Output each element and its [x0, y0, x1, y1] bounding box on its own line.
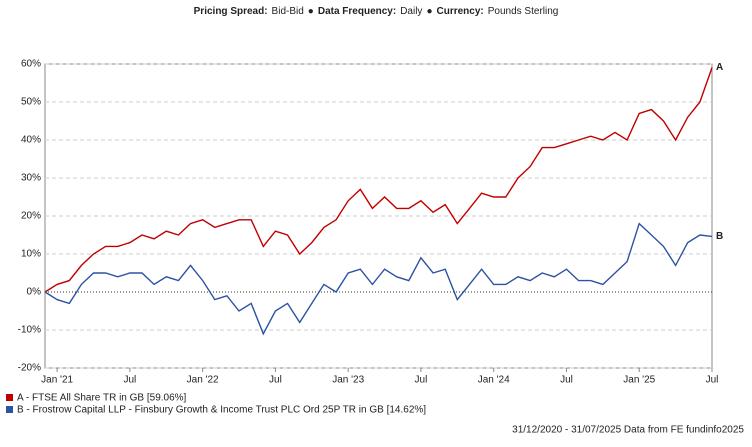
- y-tick-label: 10%: [21, 249, 41, 260]
- header-value: Bid-Bid: [272, 6, 304, 17]
- header-key: Pricing Spread:: [194, 6, 268, 17]
- y-tick-label: 50%: [21, 97, 41, 108]
- y-tick-label: 40%: [21, 135, 41, 146]
- header-key: Currency:: [436, 6, 483, 17]
- end-label: A: [716, 62, 723, 73]
- header-value: Daily: [400, 6, 422, 17]
- separator: ●: [308, 6, 314, 17]
- x-tick-label: Jul: [706, 375, 719, 386]
- separator: ●: [426, 6, 432, 17]
- y-tick-label: -10%: [18, 325, 41, 336]
- x-tick-label: Jul: [123, 375, 136, 386]
- legend-label: A - FTSE All Share TR in GB [59.06%]: [17, 393, 187, 404]
- footer: 31/12/2020 - 31/07/2025 Data from FE fun…: [512, 425, 744, 436]
- legend-swatch: [6, 394, 13, 401]
- y-tick-label: 60%: [21, 59, 41, 70]
- end-label: B: [716, 231, 723, 242]
- legend-swatch: [6, 406, 13, 413]
- x-tick-label: Jul: [560, 375, 573, 386]
- x-tick-label: Jan '22: [187, 375, 219, 386]
- series-line: [44, 222, 713, 336]
- chart-header: Pricing Spread: Bid-Bid ● Data Frequency: Da…: [194, 6, 559, 17]
- x-tick-label: Jan '25: [623, 375, 655, 386]
- series-line: [44, 67, 713, 293]
- header-key: Data Frequency:: [318, 6, 396, 17]
- x-tick-label: Jan '24: [478, 375, 510, 386]
- y-tick-label: 30%: [21, 173, 41, 184]
- y-tick-label: 0%: [27, 287, 42, 298]
- y-tick-label: 20%: [21, 211, 41, 222]
- x-tick-label: Jul: [269, 375, 282, 386]
- header-value: Pounds Sterling: [488, 6, 559, 17]
- x-tick-label: Jan '23: [332, 375, 364, 386]
- legend-label: B - Frostrow Capital LLP - Finsbury Grow…: [17, 405, 426, 416]
- x-tick-label: Jul: [415, 375, 428, 386]
- x-tick-label: Jan '21: [41, 375, 73, 386]
- y-tick-label: -20%: [18, 363, 41, 374]
